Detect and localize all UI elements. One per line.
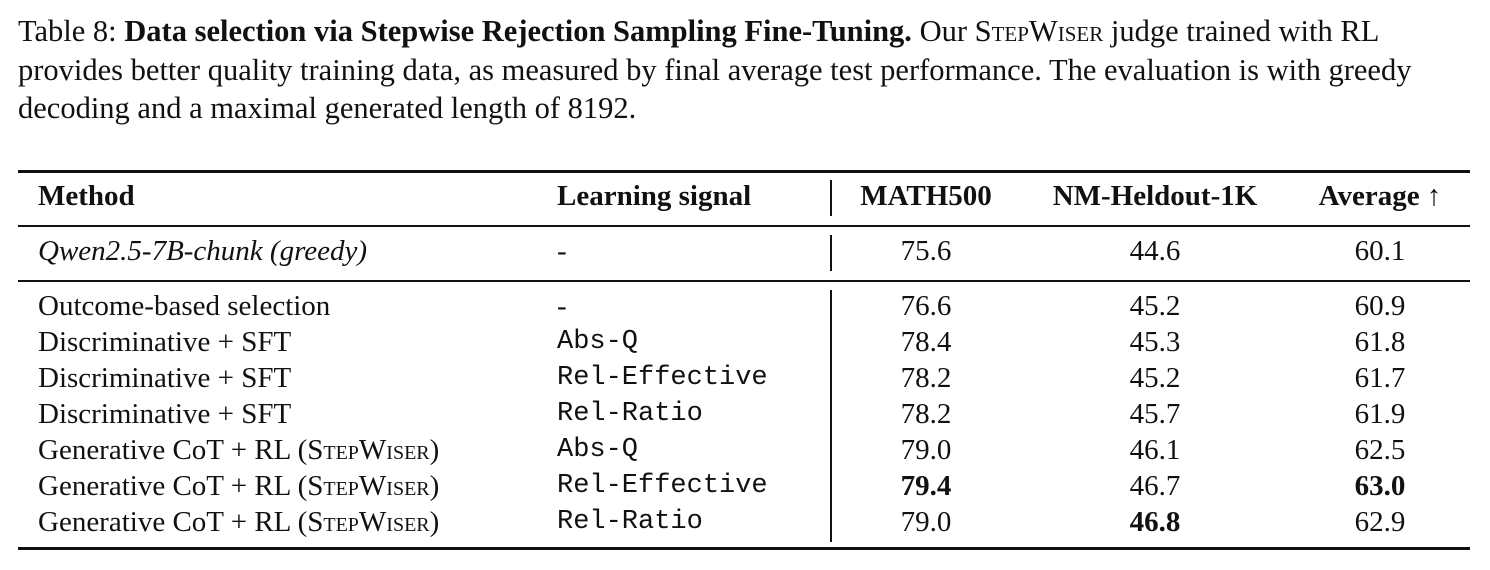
signal-cell: - bbox=[557, 290, 567, 322]
method-text: Qwen2.5-7B-chunk (greedy) bbox=[38, 235, 368, 267]
method-cell: Discriminative + SFT bbox=[38, 324, 291, 360]
caption-text: judge trained with RL provides better qu… bbox=[18, 14, 1412, 125]
method-text: ) bbox=[429, 434, 440, 466]
signal-cell: Rel-Ratio bbox=[557, 399, 703, 429]
score-cell: 45.3 bbox=[1129, 326, 1181, 358]
caption: Table 8: Data selection via Stepwise Rej… bbox=[18, 12, 1478, 128]
score-cell: 78.2 bbox=[900, 398, 952, 430]
method-cell: Generative CoT + RL (StepWiser) bbox=[38, 468, 439, 504]
score-cell: 79.0 bbox=[900, 506, 952, 538]
score-cell: 76.6 bbox=[900, 290, 952, 322]
signal-cell: Abs-Q bbox=[557, 327, 639, 357]
method-cell: Discriminative + SFT bbox=[38, 396, 291, 432]
signal-cell: Rel-Effective bbox=[557, 363, 768, 393]
score-cell: 62.5 bbox=[1354, 434, 1406, 466]
column-divider bbox=[830, 290, 832, 542]
header-cell: Average ↑ bbox=[1318, 180, 1442, 212]
caption-text: Our bbox=[919, 14, 967, 48]
signal-cell: Abs-Q bbox=[557, 435, 639, 465]
method-cell: Generative CoT + RL (StepWiser) bbox=[38, 432, 439, 468]
header-cell: MATH500 bbox=[860, 180, 992, 212]
score-cell: 78.2 bbox=[900, 362, 952, 394]
method-text: Generative CoT + RL ( bbox=[38, 506, 308, 538]
method-text: Generative CoT + RL ( bbox=[38, 470, 308, 502]
rule bbox=[18, 280, 1470, 282]
method-cell: Generative CoT + RL (StepWiser) bbox=[38, 504, 439, 540]
method-cell: Qwen2.5-7B-chunk (greedy) bbox=[38, 233, 367, 269]
rule bbox=[18, 170, 1470, 173]
score-cell: 61.8 bbox=[1354, 326, 1406, 358]
signal-cell: - bbox=[557, 235, 567, 267]
method-text: ) bbox=[429, 506, 440, 538]
score-cell: 78.4 bbox=[900, 326, 952, 358]
score-cell: 60.9 bbox=[1354, 290, 1406, 322]
score-cell: 46.1 bbox=[1129, 434, 1181, 466]
score-cell: 62.9 bbox=[1354, 506, 1406, 538]
method-text: Discriminative + SFT bbox=[38, 326, 292, 358]
score-cell: 45.2 bbox=[1129, 362, 1181, 394]
score-cell: 79.4 bbox=[900, 470, 952, 502]
caption-label: Table 8: bbox=[18, 14, 117, 48]
header-cell: Method bbox=[38, 180, 135, 212]
caption-name: StepWiser bbox=[974, 14, 1104, 48]
method-text: Discriminative + SFT bbox=[38, 398, 292, 430]
score-cell: 63.0 bbox=[1354, 470, 1406, 502]
score-cell: 45.2 bbox=[1129, 290, 1181, 322]
method-cell: Outcome-based selection bbox=[38, 288, 330, 324]
method-cell: Discriminative + SFT bbox=[38, 360, 291, 396]
score-cell: 61.9 bbox=[1354, 398, 1406, 430]
method-text: StepWiser bbox=[307, 434, 430, 466]
method-text: ) bbox=[429, 470, 440, 502]
method-text: Generative CoT + RL ( bbox=[38, 434, 308, 466]
method-text: Outcome-based selection bbox=[38, 290, 331, 322]
rule bbox=[18, 547, 1470, 550]
method-text: StepWiser bbox=[307, 506, 430, 538]
score-cell: 46.8 bbox=[1129, 506, 1181, 538]
method-text: StepWiser bbox=[307, 470, 430, 502]
column-divider bbox=[830, 235, 832, 271]
score-cell: 61.7 bbox=[1354, 362, 1406, 394]
header-cell: Learning signal bbox=[557, 180, 752, 212]
signal-cell: Rel-Ratio bbox=[557, 507, 703, 537]
score-cell: 75.6 bbox=[900, 235, 952, 267]
score-cell: 44.6 bbox=[1129, 235, 1181, 267]
score-cell: 46.7 bbox=[1129, 470, 1181, 502]
header-cell: NM-Heldout-1K bbox=[1052, 180, 1258, 212]
column-divider bbox=[830, 180, 832, 216]
method-text: Discriminative + SFT bbox=[38, 362, 292, 394]
caption-bold: Data selection via Stepwise Rejection Sa… bbox=[124, 14, 912, 48]
signal-cell: Rel-Effective bbox=[557, 471, 768, 501]
score-cell: 79.0 bbox=[900, 434, 952, 466]
score-cell: 60.1 bbox=[1354, 235, 1406, 267]
rule bbox=[18, 225, 1470, 227]
score-cell: 45.7 bbox=[1129, 398, 1181, 430]
